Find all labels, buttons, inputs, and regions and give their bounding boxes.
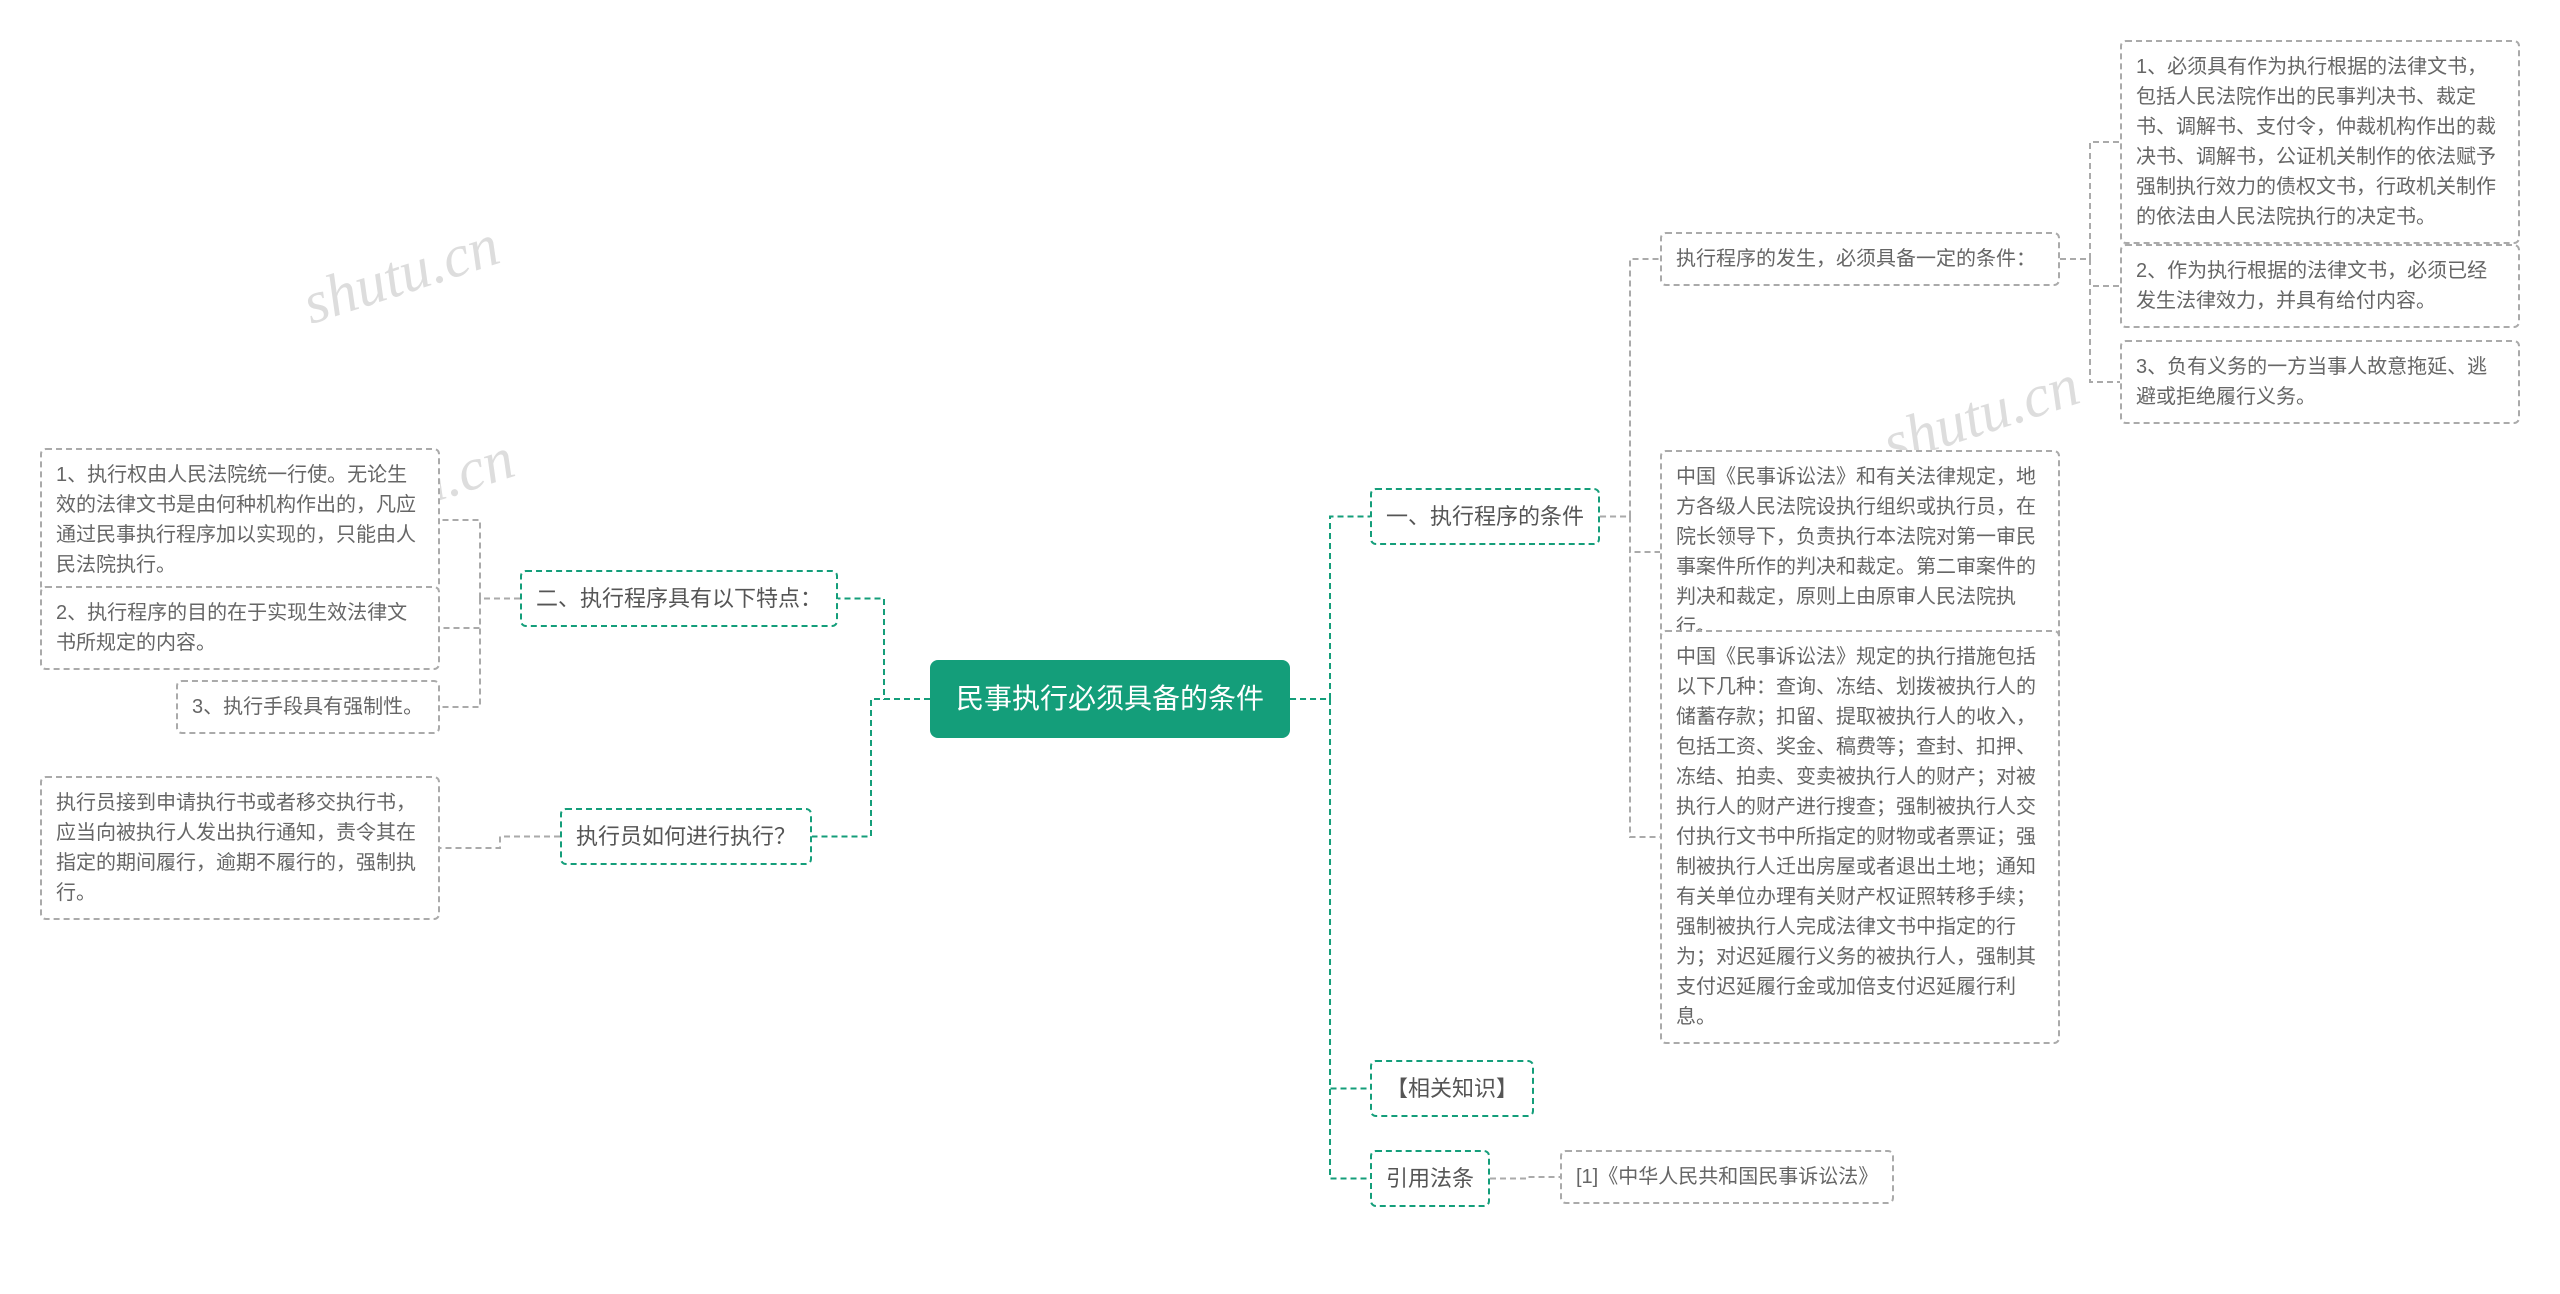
root-node: 民事执行必须具备的条件 [930, 660, 1290, 738]
level2-r1a: 执行程序的发生，必须具备一定的条件： [1660, 232, 2060, 286]
level2-r1c: 中国《民事诉讼法》规定的执行措施包括以下几种：查询、冻结、划拨被执行人的储蓄存款… [1660, 630, 2060, 1044]
level1-r3: 引用法条 [1370, 1150, 1490, 1207]
level2-l1b: 2、执行程序的目的在于实现生效法律文书所规定的内容。 [40, 586, 440, 670]
level2-l2a: 执行员接到申请执行书或者移交执行书，应当向被执行人发出执行通知，责令其在指定的期… [40, 776, 440, 920]
level1-l2: 执行员如何进行执行？ [560, 808, 812, 865]
level3-r1a1: 1、必须具有作为执行根据的法律文书，包括人民法院作出的民事判决书、裁定书、调解书… [2120, 40, 2520, 244]
level2-r3a: [1]《中华人民共和国民事诉讼法》 [1560, 1150, 1894, 1204]
level2-l1a: 1、执行权由人民法院统一行使。无论生效的法律文书是由何种机构作出的，凡应通过民事… [40, 448, 440, 592]
level1-l1: 二、执行程序具有以下特点： [520, 570, 838, 627]
level1-r2: 【相关知识】 [1370, 1060, 1534, 1117]
level3-r1a2: 2、作为执行根据的法律文书，必须已经发生法律效力，并具有给付内容。 [2120, 244, 2520, 328]
watermark-0: shutu.cn [294, 211, 507, 339]
level3-r1a3: 3、负有义务的一方当事人故意拖延、逃避或拒绝履行义务。 [2120, 340, 2520, 424]
level1-r1: 一、执行程序的条件 [1370, 488, 1600, 545]
level2-r1b: 中国《民事诉讼法》和有关法律规定，地方各级人民法院设执行组织或执行员，在院长领导… [1660, 450, 2060, 654]
level2-l1c: 3、执行手段具有强制性。 [176, 680, 440, 734]
